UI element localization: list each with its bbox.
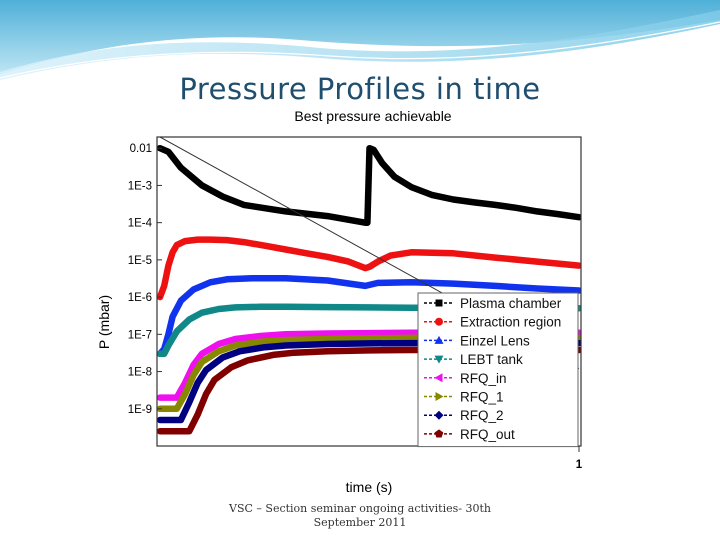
legend-marker-triangle-up: [434, 335, 444, 344]
legend-box: [417, 292, 579, 448]
series-line-3: [157, 303, 581, 358]
y-tick-label: 0.01: [130, 143, 152, 155]
series-line-0: [157, 144, 581, 226]
legend-label: RFQ_in: [460, 371, 507, 386]
x-tick-label: 1: [576, 459, 583, 471]
legend-marker-pentagon: [434, 429, 444, 438]
series-line-2: [157, 275, 581, 358]
legend-label: Extraction region: [460, 315, 561, 330]
slide-title: Pressure Profiles in time: [179, 72, 541, 106]
y-axis-label: P (mbar): [96, 295, 112, 349]
legend-label: RFQ_out: [460, 427, 515, 442]
legend-marker-triangle-left: [434, 373, 443, 383]
banner-wave-back: [0, 0, 720, 75]
banner-wave-line: [0, 21, 720, 79]
y-tick-label: 1E-3: [128, 180, 152, 192]
legend-marker-triangle-down: [434, 355, 444, 364]
axis-layer: 0.01 1E-3 1E-4 1E-5 1E-6 1E-7 1E-8 1E-9 1: [128, 143, 583, 471]
plot-area: [157, 137, 581, 435]
legend-label: Einzel Lens: [460, 333, 530, 348]
legend: Plasma chamber Extraction region Einzel Le…: [417, 292, 579, 448]
y-tick-label: 1E-5: [128, 255, 152, 267]
y-tick-label: 1E-4: [128, 218, 153, 230]
legend-label: Plasma chamber: [460, 296, 562, 311]
legend-label: RFQ_1: [460, 390, 504, 405]
series-layer: [157, 137, 581, 435]
legend-marker-triangle-right: [435, 392, 444, 401]
plot-frame: [156, 136, 582, 447]
legend-marker-diamond: [434, 410, 444, 420]
y-tick-label: 1E-8: [128, 367, 152, 379]
series-line-6: [157, 339, 581, 424]
legend-label: LEBT tank: [460, 352, 523, 367]
series-line-5: [157, 334, 581, 413]
header-swoosh-banner: [0, 0, 720, 80]
legend-marker-circle: [435, 317, 443, 326]
legend-marker-square: [435, 299, 443, 307]
slide-footer: VSC – Section seminar ongoing activities…: [229, 502, 491, 529]
series-line-1: [157, 236, 581, 301]
x-axis-label: time (s): [346, 479, 393, 495]
y-tick-label: 1E-6: [128, 292, 152, 304]
series-line-4: [157, 329, 581, 401]
series-line-7: [157, 346, 581, 435]
y-tick-label: 1E-9: [128, 404, 152, 416]
chart-title: Best pressure achievable: [294, 108, 451, 124]
legend-label: RFQ_2: [460, 408, 504, 423]
y-tick-label: 1E-7: [128, 329, 152, 341]
banner-wave-front: [0, 10, 720, 80]
